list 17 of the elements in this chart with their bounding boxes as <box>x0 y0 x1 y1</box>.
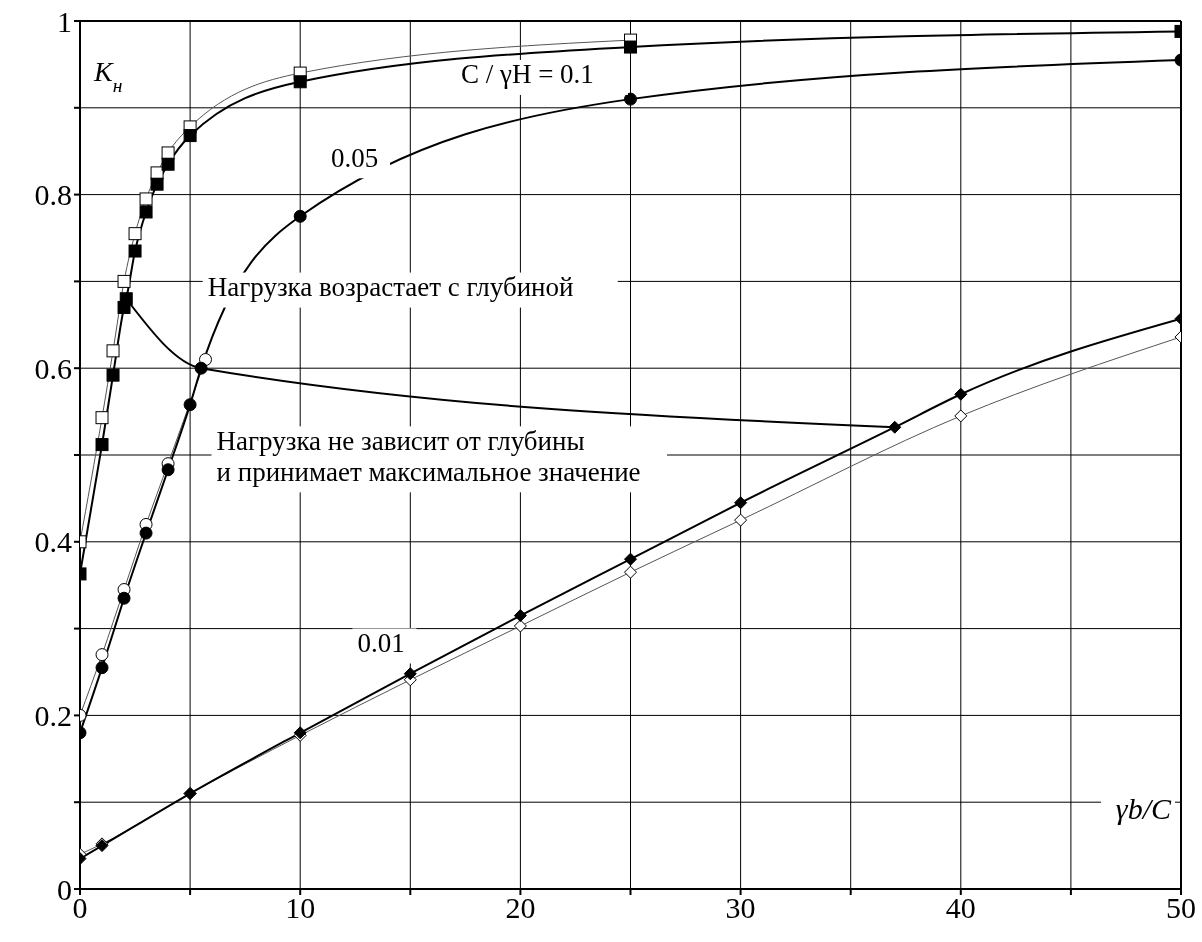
x-tick-label: 50 <box>1166 891 1196 925</box>
y-tick-label: 0.6 <box>34 351 72 385</box>
annotation: 0.05 <box>331 142 379 173</box>
x-tick-label: 30 <box>725 891 756 925</box>
x-tick-label: 40 <box>945 891 976 925</box>
annotation: Нагрузка возрастает с глубиной <box>207 272 574 303</box>
y-axis-title: K$_{н}$ <box>93 56 123 96</box>
x-tick-label: 10 <box>285 891 316 925</box>
y-tick-label: 1 <box>57 4 72 38</box>
y-tick-label: 0.4 <box>34 525 72 559</box>
x-axis-title: γb/C <box>1115 792 1172 825</box>
x-tick-label: 20 <box>505 891 536 925</box>
annotation: 0.01 <box>357 628 405 659</box>
annotation: Нагрузка не зависит от глубины и принимает максимальное значение <box>216 426 641 488</box>
y-tick-label: 0.8 <box>34 178 72 212</box>
annotation: C / γH = 0.1 <box>460 59 594 90</box>
y-tick-label: 0.2 <box>34 699 72 733</box>
